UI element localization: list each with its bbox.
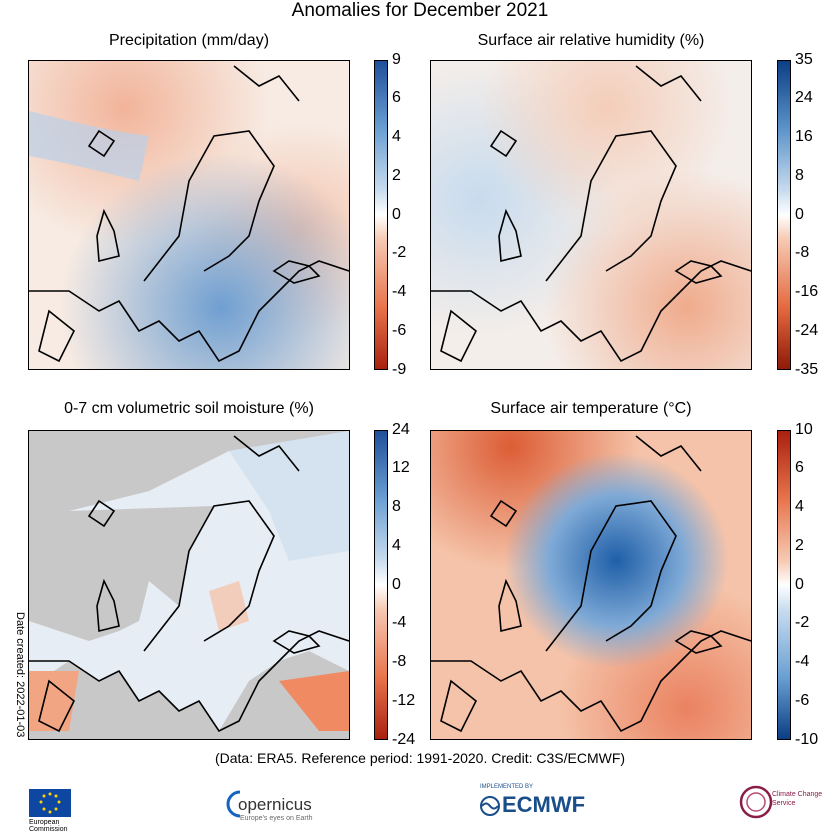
map-precipitation[interactable] [28,60,350,370]
cbar-tick: 0 [392,206,401,223]
page-title: Anomalies for December 2021 [291,0,549,21]
copernicus-logo: opernicus Europe's eyes on Earth [226,785,326,830]
panel-title-precipitation: Precipitation (mm/day) [108,32,270,49]
cbar-tick: 2 [795,537,804,554]
panel-title-humidity: Surface air relative humidity (%) [477,32,705,49]
cbar-tick: -6 [795,692,810,709]
cbar-tick: -12 [392,692,416,709]
copernicus-wordmark: opernicus [238,795,312,814]
cbar-tick: 0 [795,576,804,593]
cbar-tick: 0 [392,576,401,593]
cbar-tick: -24 [392,731,416,748]
cbar-tick: -16 [795,283,819,300]
cbar-tick: 10 [795,421,813,438]
panel-title-temperature: Surface air temperature (°C) [490,400,692,417]
cbar-tick: 0 [795,206,804,223]
date-created-label: Date created: 2022-01-03 [14,612,26,738]
cbar-tick: -8 [795,244,810,261]
cbar-tick: -24 [795,322,819,339]
colorbar-precipitation [374,60,388,370]
cbar-tick: 24 [392,421,410,438]
cbar-tick: 8 [392,498,401,515]
c3s-logo: Climate Change Service [738,780,828,830]
cbar-tick: -6 [392,322,407,339]
panel-title-soil-moisture: 0-7 cm volumetric soil moisture (%) [64,400,314,417]
cbar-tick: 9 [392,51,401,68]
cbar-tick: 24 [795,89,813,106]
colorbar-ticks-temperature: 10 6 4 2 0 -2 -4 -6 -10 [795,422,840,748]
eu-logo-text: European Commission [29,819,68,833]
cbar-tick: -4 [795,653,810,670]
map-humidity[interactable] [430,60,752,370]
ecmwf-wordmark: ECMWF [502,792,586,817]
credits-footer: (Data: ERA5. Reference period: 1991-2020… [214,750,626,766]
colorbar-ticks-precipitation: 9 6 4 2 0 -2 -4 -6 -9 [392,52,432,378]
colorbar-ticks-soil-moisture: 24 12 8 4 0 -4 -8 -12 -24 [392,422,432,748]
colorbar-humidity [777,60,791,370]
cbar-tick: -2 [795,614,810,631]
cbar-tick: -8 [392,653,407,670]
cbar-tick: 6 [392,89,401,106]
map-temperature[interactable] [430,430,752,740]
cbar-tick: -4 [392,283,407,300]
cbar-tick: 4 [392,128,401,145]
cbar-tick: 4 [392,537,401,554]
cbar-tick: -2 [392,244,407,261]
copernicus-tagline: Europe's eyes on Earth [240,815,313,822]
cbar-tick: -4 [392,614,407,631]
ecmwf-logo: IMPLEMENTED BY ECMWF [480,784,590,824]
colorbar-ticks-humidity: 35 24 16 8 0 -8 -16 -24 -35 [795,52,840,378]
cbar-tick: 8 [795,167,804,184]
cbar-tick: 12 [392,459,410,476]
map-soil-moisture[interactable] [28,430,350,740]
c3s-text: Climate Change Service [772,791,823,807]
cbar-tick: 4 [795,498,804,515]
cbar-tick: 16 [795,128,813,145]
cbar-tick: 2 [392,167,401,184]
colorbar-temperature [777,430,791,740]
cbar-tick: 35 [795,51,813,68]
cbar-tick: -9 [392,361,407,378]
colorbar-soil-moisture [374,430,388,740]
cbar-tick: -10 [795,731,819,748]
cbar-tick: -35 [795,361,819,378]
ecmwf-implemented-by: IMPLEMENTED BY [480,784,534,790]
eu-logo: European Commission [15,785,85,835]
cbar-tick: 6 [795,459,804,476]
